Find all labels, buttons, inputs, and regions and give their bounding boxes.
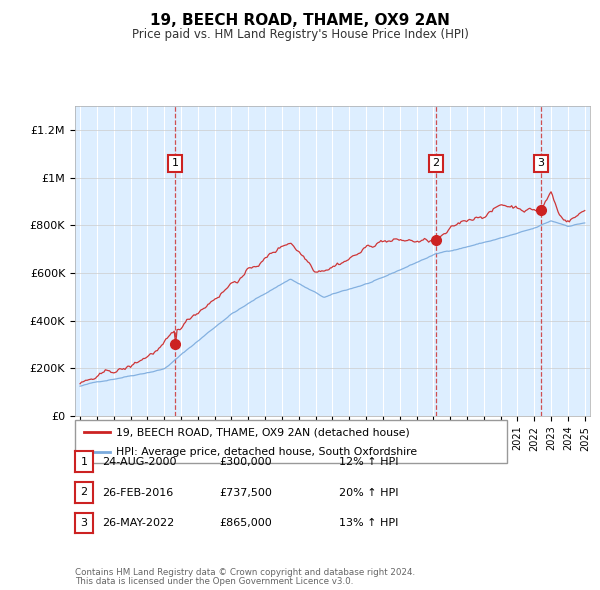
Text: £300,000: £300,000 <box>219 457 272 467</box>
Text: 13% ↑ HPI: 13% ↑ HPI <box>339 519 398 528</box>
Text: 12% ↑ HPI: 12% ↑ HPI <box>339 457 398 467</box>
Text: 20% ↑ HPI: 20% ↑ HPI <box>339 488 398 497</box>
Text: 1: 1 <box>172 158 179 168</box>
FancyBboxPatch shape <box>75 420 507 463</box>
Text: £865,000: £865,000 <box>219 519 272 528</box>
Text: 24-AUG-2000: 24-AUG-2000 <box>102 457 176 467</box>
Text: 1: 1 <box>80 457 88 467</box>
Text: 19, BEECH ROAD, THAME, OX9 2AN: 19, BEECH ROAD, THAME, OX9 2AN <box>150 13 450 28</box>
Text: 19, BEECH ROAD, THAME, OX9 2AN (detached house): 19, BEECH ROAD, THAME, OX9 2AN (detached… <box>116 427 410 437</box>
Text: 3: 3 <box>80 518 88 528</box>
Text: 2: 2 <box>433 158 439 168</box>
Text: £737,500: £737,500 <box>219 488 272 497</box>
Text: Price paid vs. HM Land Registry's House Price Index (HPI): Price paid vs. HM Land Registry's House … <box>131 28 469 41</box>
Text: 26-MAY-2022: 26-MAY-2022 <box>102 519 174 528</box>
Text: 26-FEB-2016: 26-FEB-2016 <box>102 488 173 497</box>
Text: HPI: Average price, detached house, South Oxfordshire: HPI: Average price, detached house, Sout… <box>116 447 417 457</box>
Text: This data is licensed under the Open Government Licence v3.0.: This data is licensed under the Open Gov… <box>75 578 353 586</box>
Text: Contains HM Land Registry data © Crown copyright and database right 2024.: Contains HM Land Registry data © Crown c… <box>75 568 415 577</box>
Text: 3: 3 <box>538 158 545 168</box>
Text: 2: 2 <box>80 487 88 497</box>
